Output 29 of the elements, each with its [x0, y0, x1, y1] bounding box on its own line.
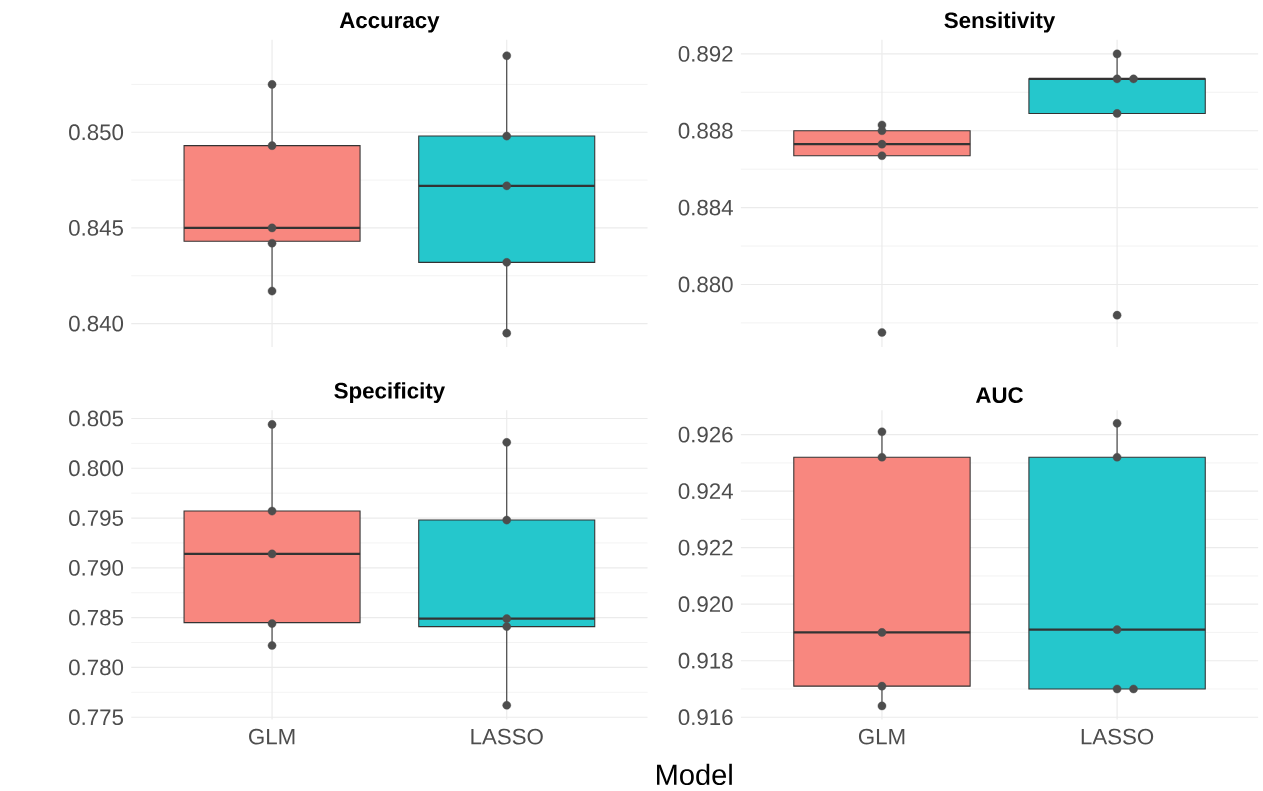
y-tick-label: 0.920 — [678, 596, 733, 612]
y-tick-label: 0.790 — [69, 559, 124, 576]
y-tick-label: 0.850 — [69, 124, 124, 140]
y-tick-label: 0.924 — [678, 483, 733, 499]
y-tick-label: 0.918 — [678, 652, 733, 669]
y-tick-label: 0.800 — [69, 460, 124, 476]
y-tick-label: 0.785 — [69, 609, 123, 626]
y-tick-label: 0.845 — [69, 219, 123, 236]
chart-title: AUC — [975, 387, 1024, 403]
y-tick-label: 0.780 — [69, 659, 124, 676]
y-tick-label: 0.880 — [678, 276, 733, 293]
y-tick-label: 0.922 — [678, 539, 733, 556]
y-tick-label: 0.926 — [678, 426, 733, 443]
y-tick-label: 0.892 — [678, 45, 733, 62]
x-tick-label: LASSO — [1081, 728, 1154, 745]
x-tick-label: LASSO — [471, 728, 543, 745]
y-tick-label: 0.916 — [678, 709, 733, 725]
y-tick-label: 0.795 — [69, 509, 123, 526]
y-tick-label: 0.888 — [678, 122, 733, 139]
chart-title: Specificity — [334, 382, 445, 403]
y-tick-label: 0.805 — [69, 410, 123, 427]
y-tick-label: 0.775 — [69, 709, 123, 725]
x-tick-label: GLM — [249, 728, 295, 745]
x-tick-label: GLM — [858, 728, 905, 745]
y-tick-label: 0.884 — [678, 199, 733, 216]
chart-title: Sensitivity — [944, 11, 1056, 33]
x-axis-title: Model — [657, 763, 732, 785]
y-tick-label: 0.840 — [69, 315, 124, 332]
chart-title: Accuracy — [339, 12, 440, 33]
